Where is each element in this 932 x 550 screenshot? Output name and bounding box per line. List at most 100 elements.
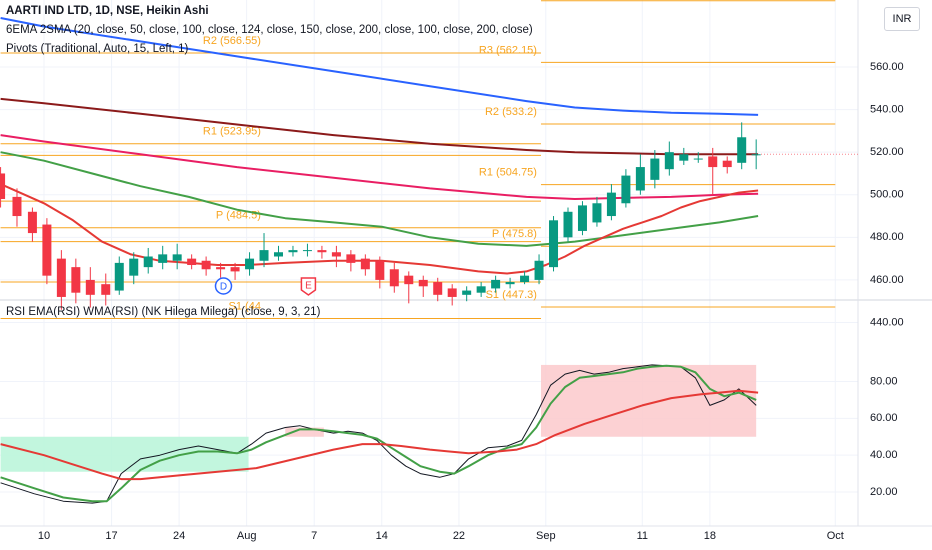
candle-body [693,158,703,160]
x-tick-label: 24 [173,530,185,542]
moving-average-line [0,151,759,247]
candle-body [491,279,501,289]
pivot-label: P (475.8) [492,228,537,240]
candle-body [288,250,298,253]
rsi-legend[interactable]: RSI EMA(RSI) WMA(RSI) (NK Hilega Milega)… [6,306,321,318]
candle-body [577,205,587,231]
moving-average-line [0,17,759,116]
candle-body [12,196,22,217]
candle-body [143,256,153,268]
candle-body [360,258,370,270]
candle-body [56,258,66,297]
chart-title: AARTI IND LTD, 1D, NSE, Heikin Ashi [6,5,209,17]
moving-average-line [0,134,759,200]
candle-body [101,284,111,295]
candle-body [375,260,385,280]
earnings-marker [300,277,317,296]
earnings-marker-label: E [305,281,312,292]
candle-body [635,167,645,191]
rsi-series-line [0,364,757,504]
candle-body [331,252,341,257]
x-tick-label: 22 [453,530,465,542]
candle-body [447,288,457,297]
candle-body [42,224,52,276]
price-tick-label: 540.00 [870,103,904,115]
candle-body [158,254,168,263]
candle-body [172,254,182,261]
x-tick-label: Sep [536,530,556,542]
candle-body [418,279,428,287]
candle-body [650,158,660,180]
pivot-label: R3 (562.15) [479,44,537,56]
price-tick-label: 560.00 [870,61,904,73]
candle-body [549,220,559,268]
x-tick-label: 18 [704,530,716,542]
candle-body [404,275,414,285]
candle-body [462,290,472,295]
dividend-marker-label: D [220,282,227,293]
candle-body [592,203,602,223]
moving-average-line [0,97,759,156]
price-tick-label: 480.00 [870,231,904,243]
pivot-label: R1 (523.95) [203,126,261,138]
rsi-tick-label: 80.00 [870,375,898,387]
candle-body [0,173,6,200]
rsi-tick-label: 40.00 [870,449,898,461]
candle-body [433,282,443,295]
candle-body [187,258,197,266]
x-tick-label: 14 [376,530,388,542]
candle-body [664,152,674,170]
candle-body [606,192,616,217]
pivots-legend[interactable]: Pivots (Traditional, Auto, 15, Left, 1) [6,43,189,55]
rsi-band-fill [540,364,757,437]
pivot-label: R2 (566.55) [203,35,261,47]
pivot-label: P (484.5) [216,210,261,222]
candle-body [273,252,283,257]
rsi-tick-label: 60.00 [870,412,898,424]
candle-body [751,154,761,156]
candle-body [216,267,226,270]
rsi-series-line [0,389,759,481]
pivot-label: S1 (44 [229,300,261,312]
x-tick-label: 11 [637,530,648,542]
price-tick-label: 440.00 [870,316,904,328]
candle-body [708,156,718,168]
ema-legend[interactable]: 6EMA 2SMA (20, close, 50, close, 100, cl… [6,24,533,36]
x-tick-label: 17 [105,530,117,542]
candle-body [505,282,515,285]
candle-body [346,254,356,263]
candle-body [476,286,486,293]
candle-body [259,250,269,261]
candle-body [201,260,211,270]
candle-body [114,262,124,291]
candle-body [737,137,747,163]
pivot-label: R2 (533.2) [485,106,537,118]
candle-body [230,267,240,272]
x-tick-label: Aug [237,530,257,542]
candle-body [302,250,312,252]
price-tick-label: 460.00 [870,274,904,286]
rsi-band-fill [285,427,324,437]
rsi-series-line [0,364,757,503]
candle-body [71,267,81,293]
currency-button[interactable]: INR [884,7,920,31]
candle-body [563,211,573,238]
candle-body [621,175,631,204]
candle-body [679,154,689,161]
rsi-tick-label: 20.00 [870,486,898,498]
x-tick-label: Oct [827,530,844,542]
candle-body [389,269,399,287]
pivot-label: S1 (447.3) [486,289,537,301]
candle-body [85,279,95,295]
price-tick-label: 520.00 [870,146,904,158]
candle-body [722,160,732,168]
x-tick-label: 10 [38,530,50,542]
candle-body [129,258,139,276]
price-tick-label: 500.00 [870,189,904,201]
candle-body [317,250,327,253]
x-tick-label: 7 [311,530,317,542]
candle-body [534,260,544,280]
pivot-label: R1 (504.75) [479,167,537,179]
candle-body [520,275,530,283]
